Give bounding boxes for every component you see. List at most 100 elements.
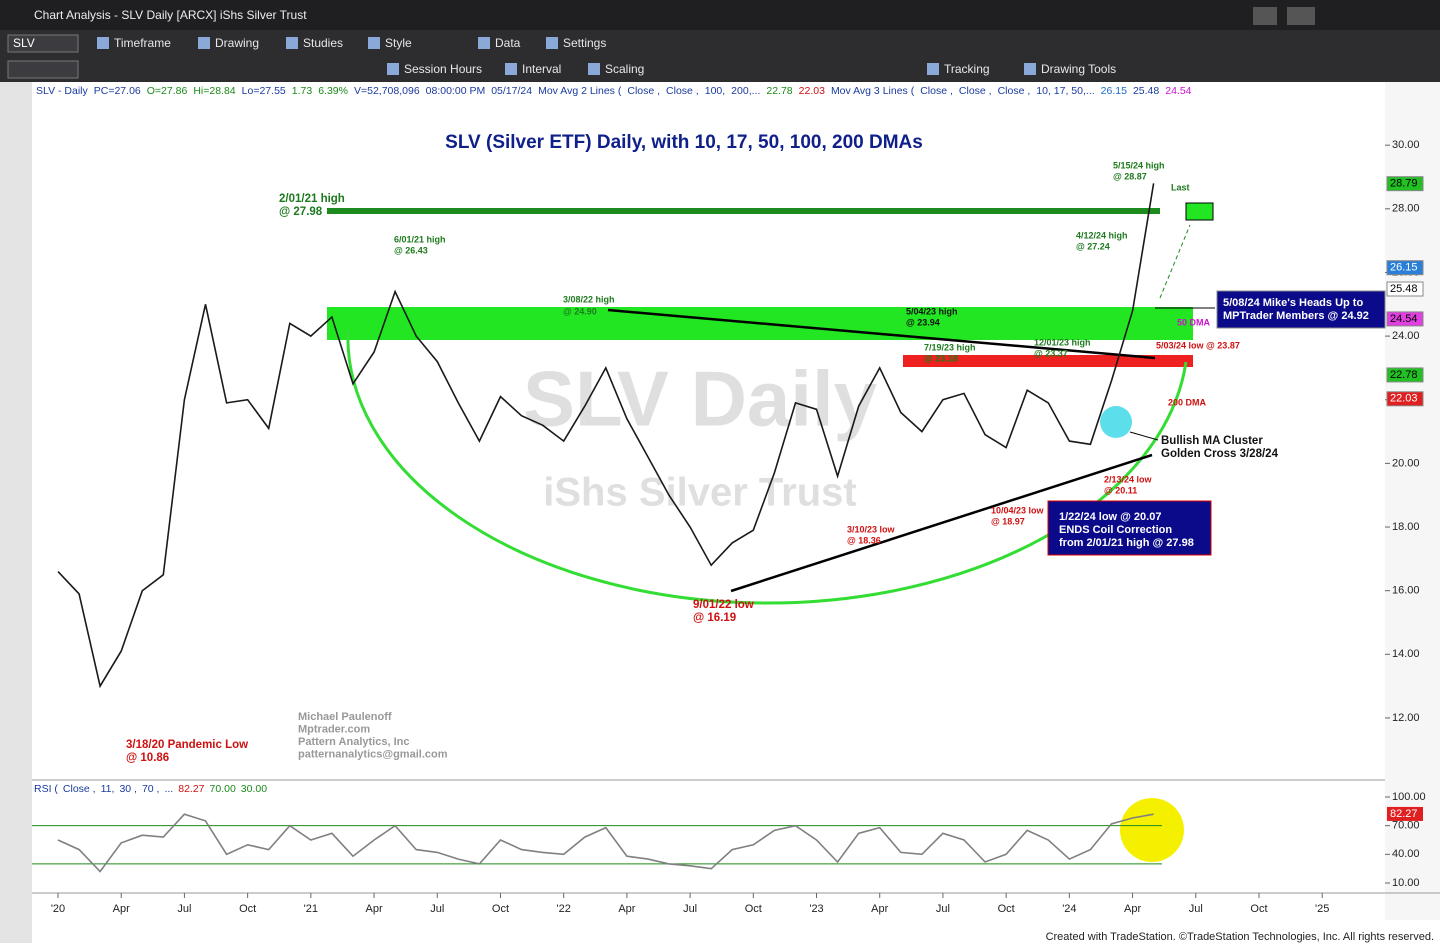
x-tick-label: Jul	[683, 903, 697, 915]
cluster-marker	[1100, 406, 1132, 438]
watermark: SLV Daily	[523, 355, 877, 443]
y-tick-label: 100.00	[1392, 791, 1426, 803]
annotation: 3/18/20 Pandemic Low	[126, 739, 248, 751]
rsi-header-item: 11,	[101, 783, 115, 795]
pointer-line	[1129, 431, 1159, 441]
toolbar-icon[interactable]	[478, 37, 490, 49]
last-value-label: 24.54	[1390, 313, 1418, 325]
toolbar-button[interactable]: Data	[495, 36, 521, 50]
annotation: 5/03/24 low @ 23.87	[1156, 340, 1240, 350]
last-value-label: 28.79	[1390, 178, 1418, 190]
x-tick-label: Oct	[239, 903, 256, 915]
annotation: @ 27.24	[1076, 241, 1110, 251]
toolbar-button[interactable]: Drawing Tools	[1041, 62, 1116, 76]
note-text: ENDS Coil Correction	[1059, 524, 1172, 536]
credit: Michael Paulenoff	[298, 711, 392, 723]
y-tick-label: 30.00	[1392, 139, 1420, 151]
high-line	[327, 208, 1160, 214]
x-tick-label: '22	[557, 903, 571, 915]
x-tick-label: Oct	[745, 903, 762, 915]
annotation: 3/10/23 low	[847, 524, 896, 534]
rsi-line	[57, 813, 1154, 873]
toolbar-button[interactable]: Interval	[522, 62, 561, 76]
last-value-box	[1386, 281, 1424, 297]
toolbar-button[interactable]: Settings	[563, 36, 606, 50]
annotation: @ 23.94	[906, 317, 940, 327]
toolbar-icon[interactable]	[546, 37, 558, 49]
symbol-box[interactable]	[7, 34, 79, 53]
rsi-header-item: 30 ,	[119, 783, 137, 795]
x-tick-label: '21	[304, 903, 318, 915]
status-item: Close ,	[627, 85, 660, 97]
credit: Mptrader.com	[298, 723, 370, 735]
credit: patternanalytics@gmail.com	[298, 748, 448, 760]
x-tick-label: Apr	[113, 903, 130, 915]
annotation: @ 23.18	[924, 353, 958, 363]
projection-arrow	[1159, 224, 1191, 299]
toolbar-button[interactable]: Style	[385, 36, 412, 50]
tool-strip	[0, 82, 32, 943]
annotation: @ 18.97	[991, 516, 1025, 526]
rsi-header-item: ...	[164, 783, 173, 795]
price-axis-bg	[1385, 82, 1440, 920]
toolbar-button[interactable]: Timeframe	[114, 36, 171, 50]
annotation: @ 16.19	[693, 612, 736, 624]
toolbar-button[interactable]: Studies	[303, 36, 343, 50]
trendline	[730, 453, 1153, 593]
annotation: 12/01/23 high	[1034, 337, 1091, 347]
status-item: Close ,	[959, 85, 992, 97]
y-tick-label: 40.00	[1392, 848, 1420, 860]
menu-button[interactable]	[1287, 7, 1315, 25]
annotation: 5/15/24 high	[1113, 160, 1165, 170]
toolbar-icon[interactable]	[927, 63, 939, 75]
toolbar-icon[interactable]	[505, 63, 517, 75]
base-arc	[346, 329, 1188, 605]
credit: Pattern Analytics, Inc	[298, 736, 409, 748]
symbol[interactable]: SLV	[13, 36, 35, 50]
annotation: 3/08/22 high	[563, 294, 615, 304]
rsi-header: RSI (Close , 11, 30 , 70 ,... 82.27 70.00 30.0…	[34, 783, 267, 795]
note-text: MPTrader Members @ 24.92	[1223, 310, 1369, 322]
last-value-label: 82.27	[1390, 808, 1418, 820]
y-tick-label: 28.00	[1392, 203, 1420, 215]
rsi-header-item: 70.00	[210, 783, 236, 795]
annotation: @ 23.37	[1034, 348, 1068, 358]
last-value-box	[1387, 806, 1423, 821]
status-item: O=27.86	[147, 85, 188, 97]
status-item: PC=27.06	[94, 85, 141, 97]
status-item: 08:00:00 PM	[426, 85, 486, 97]
x-tick-label: Oct	[1250, 903, 1267, 915]
x-tick-label: Oct	[998, 903, 1015, 915]
toolbar-icon[interactable]	[368, 37, 380, 49]
toolbar-button[interactable]: Drawing	[215, 36, 259, 50]
toolbar-button[interactable]: Scaling	[605, 62, 644, 76]
annotation: @ 18.36	[847, 535, 881, 545]
status-item: Mov Avg 2 Lines (	[538, 85, 622, 97]
annotation: @ 26.43	[394, 245, 428, 255]
toolbar-button[interactable]: Session Hours	[404, 62, 482, 76]
status-line: SLV - Daily PC=27.06 O=27.86 Hi=28.84 Lo=27.…	[36, 85, 1192, 97]
toolbar-icon[interactable]	[198, 37, 210, 49]
toolbar-icon[interactable]	[286, 37, 298, 49]
status-item: Hi=28.84	[193, 85, 235, 97]
toolbar-icon[interactable]	[387, 63, 399, 75]
annotation: 5/04/23 high	[906, 306, 958, 316]
y-tick-label: 10.00	[1392, 877, 1420, 889]
y-tick-label: 20.00	[1392, 457, 1420, 469]
rsi-header-item: 70 ,	[142, 783, 160, 795]
annotation: 6/01/21 high	[394, 234, 446, 244]
s-button[interactable]	[1253, 7, 1277, 25]
status-item: 100,	[705, 85, 725, 97]
annotation: @ 27.98	[279, 206, 323, 218]
trendline	[607, 308, 1156, 360]
toolbar-button[interactable]: Tracking	[944, 62, 990, 76]
annotation: 9/01/22 low	[693, 599, 754, 611]
window-title: Chart Analysis - SLV Daily [ARCX] iShs S…	[34, 8, 307, 22]
status-item: 05/17/24	[491, 85, 532, 97]
chart-title: SLV (Silver ETF) Daily, with 10, 17, 50,…	[445, 132, 923, 153]
toolbar-icon[interactable]	[1024, 63, 1036, 75]
toolbar-icon[interactable]	[97, 37, 109, 49]
toolbar-icon[interactable]	[588, 63, 600, 75]
note-box	[1047, 500, 1212, 556]
interval-box[interactable]	[7, 60, 79, 79]
